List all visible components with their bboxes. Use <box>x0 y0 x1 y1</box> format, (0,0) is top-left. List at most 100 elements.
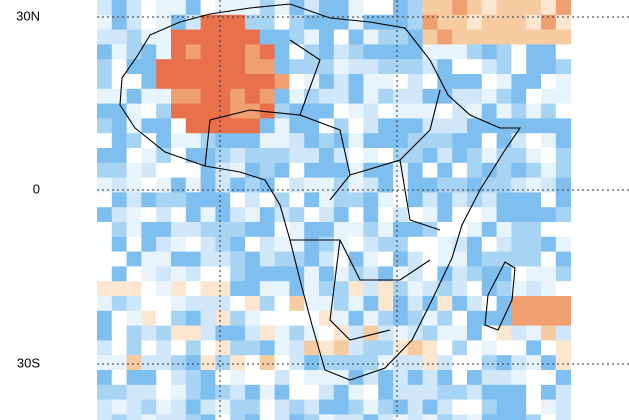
grid-cell <box>289 355 305 371</box>
grid-cell <box>496 103 512 119</box>
grid-cell <box>541 14 557 31</box>
grid-cell <box>407 177 424 193</box>
grid-cell <box>245 59 261 75</box>
grid-cell <box>259 399 276 415</box>
grid-cell <box>333 29 350 45</box>
grid-cell <box>289 222 305 238</box>
grid-cell <box>259 281 276 297</box>
grid-cell <box>200 266 216 282</box>
grid-cell <box>555 148 572 164</box>
grid-cell <box>126 59 142 75</box>
grid-cell <box>452 222 468 238</box>
grid-cell <box>156 44 172 60</box>
grid-cell <box>304 177 320 193</box>
grid-cell <box>230 236 246 253</box>
grid-cell <box>363 59 379 75</box>
grid-cell <box>304 325 320 341</box>
grid-cell <box>541 414 557 420</box>
grid-cell <box>452 44 468 60</box>
grid-cell <box>422 384 438 401</box>
grid-cell <box>452 88 468 105</box>
grid-cell <box>333 133 350 149</box>
grid-cell <box>230 74 246 90</box>
grid-cell <box>348 340 364 356</box>
grid-cell <box>259 355 276 371</box>
grid-cell <box>126 192 142 208</box>
grid-cell <box>274 251 290 267</box>
grid-cell <box>393 414 409 420</box>
grid-cell <box>319 118 335 134</box>
grid-cell <box>422 29 438 45</box>
grid-cell <box>200 310 216 327</box>
grid-cell <box>126 281 142 297</box>
grid-cell <box>348 74 364 90</box>
grid-cell <box>437 325 453 341</box>
grid-cell <box>348 222 364 238</box>
grid-cell <box>141 133 157 149</box>
grid-cell <box>348 266 364 282</box>
grid-cell <box>97 355 113 371</box>
grid-cell <box>481 222 498 238</box>
grid-cell <box>111 177 128 193</box>
grid-cell <box>319 325 335 341</box>
grid-cell <box>467 0 483 16</box>
grid-cell <box>289 162 305 179</box>
grid-cell <box>378 207 394 223</box>
grid-cell <box>97 148 113 164</box>
grid-cell <box>97 192 113 208</box>
grid-cell <box>97 103 113 119</box>
grid-cell <box>185 207 202 223</box>
grid-cell <box>215 74 231 90</box>
grid-cell <box>422 177 438 193</box>
grid-cell <box>200 399 216 415</box>
grid-cell <box>407 192 424 208</box>
grid-cell <box>230 384 246 401</box>
grid-cell <box>156 74 172 90</box>
grid-cell <box>97 0 113 16</box>
grid-cell <box>126 310 142 327</box>
grid-cell <box>393 399 409 415</box>
grid-cell <box>289 118 305 134</box>
grid-cell <box>526 148 542 164</box>
grid-cell <box>185 177 202 193</box>
grid-cell <box>541 74 557 90</box>
grid-cell <box>274 281 290 297</box>
grid-cell <box>215 355 231 371</box>
grid-cell <box>437 222 453 238</box>
grid-cell <box>304 207 320 223</box>
grid-cell <box>555 414 572 420</box>
grid-cell <box>215 29 231 45</box>
grid-cell <box>452 118 468 134</box>
grid-cell <box>230 148 246 164</box>
grid-cell <box>304 266 320 282</box>
grid-cell <box>541 177 557 193</box>
grid-cell <box>481 148 498 164</box>
grid-cell <box>274 296 290 312</box>
grid-cell <box>230 162 246 179</box>
grid-cell <box>319 399 335 415</box>
grid-cell <box>319 207 335 223</box>
grid-cell <box>319 266 335 282</box>
grid-cell <box>467 118 483 134</box>
grid-cell <box>422 162 438 179</box>
grid-cell <box>496 118 512 134</box>
grid-cell <box>215 310 231 327</box>
grid-cell <box>185 0 202 16</box>
grid-cell <box>111 355 128 371</box>
grid-cell <box>200 0 216 16</box>
grid-cell <box>422 310 438 327</box>
grid-cell <box>333 88 350 105</box>
grid-cell <box>467 162 483 179</box>
grid-cell <box>407 355 424 371</box>
grid-cell <box>348 177 364 193</box>
grid-cell <box>407 236 424 253</box>
grid-cell <box>141 44 157 60</box>
grid-cell <box>526 414 542 420</box>
grid-cell <box>348 162 364 179</box>
grid-cell <box>304 384 320 401</box>
grid-cell <box>126 162 142 179</box>
grid-cell <box>304 222 320 238</box>
grid-cell <box>97 414 113 420</box>
grid-cell <box>348 118 364 134</box>
grid-cell <box>555 103 572 119</box>
